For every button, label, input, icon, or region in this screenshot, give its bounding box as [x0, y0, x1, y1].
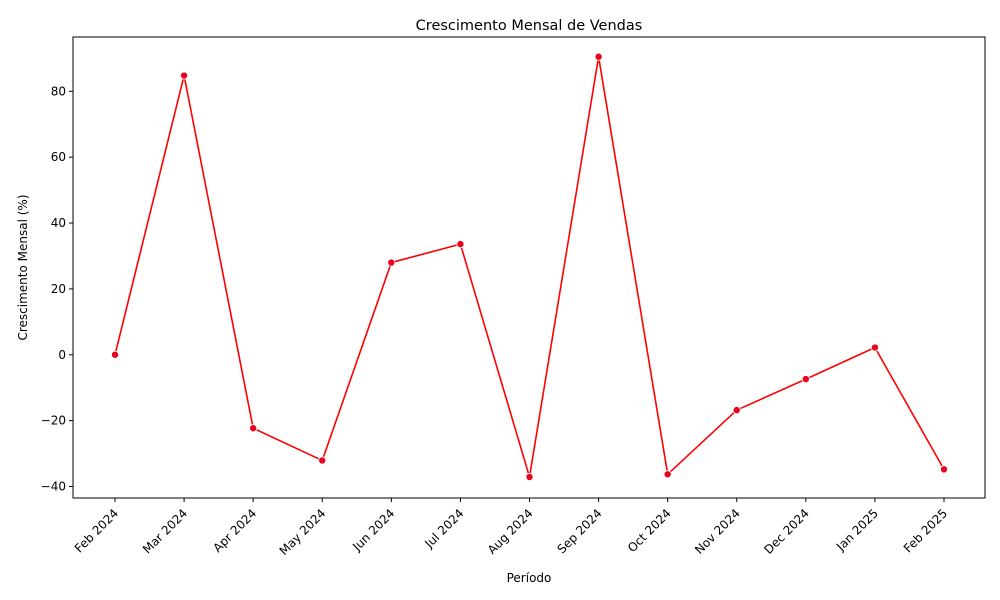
- y-tick-label: 60: [51, 150, 66, 164]
- series-layer: [111, 52, 949, 481]
- y-axis-ticks: −40 −20 0 20 40 60 80: [41, 84, 73, 493]
- x-tick-label: May 2024: [277, 506, 329, 558]
- y-axis-title: Crescimento Mensal (%): [16, 194, 30, 340]
- data-point: [456, 240, 465, 249]
- data-point: [732, 406, 741, 415]
- data-point: [111, 350, 120, 359]
- data-point: [318, 456, 327, 465]
- x-tick-label: Feb 2025: [901, 506, 950, 555]
- data-point: [387, 258, 396, 267]
- data-point: [594, 52, 603, 61]
- x-tick-label: Nov 2024: [692, 506, 743, 557]
- series-line: [114, 55, 945, 478]
- y-tick-label: 40: [51, 216, 66, 230]
- x-tick-label: Oct 2024: [625, 506, 674, 555]
- x-tick-label: Sep 2024: [555, 506, 605, 556]
- x-tick-label: Dec 2024: [761, 506, 812, 557]
- data-point: [663, 470, 672, 479]
- y-tick-label: 80: [51, 84, 66, 98]
- y-tick-label: 20: [51, 282, 66, 296]
- x-axis-ticks: Feb 2024 Mar 2024 Apr 2024 May 2024 Jun 2024…: [72, 498, 950, 558]
- x-tick-label: Jul 2024: [421, 506, 466, 551]
- data-point: [801, 375, 810, 384]
- y-tick-label: −20: [41, 414, 66, 428]
- x-tick-label: Jan 2025: [833, 506, 881, 554]
- data-point: [940, 465, 949, 474]
- x-tick-label: Mar 2024: [140, 506, 190, 556]
- chart-title: Crescimento Mensal de Vendas: [416, 18, 643, 34]
- x-axis-title: Período: [507, 571, 552, 585]
- data-point: [249, 424, 258, 433]
- x-tick-label: Aug 2024: [485, 506, 536, 557]
- data-point: [525, 472, 534, 481]
- x-tick-label: Feb 2024: [72, 506, 121, 555]
- data-point: [180, 71, 189, 80]
- plot-frame: [72, 36, 986, 499]
- x-tick-label: Apr 2024: [210, 506, 259, 555]
- x-tick-label: Jun 2024: [349, 506, 397, 554]
- data-point: [870, 343, 879, 352]
- y-tick-label: −40: [41, 479, 66, 493]
- y-tick-label: 0: [58, 348, 66, 362]
